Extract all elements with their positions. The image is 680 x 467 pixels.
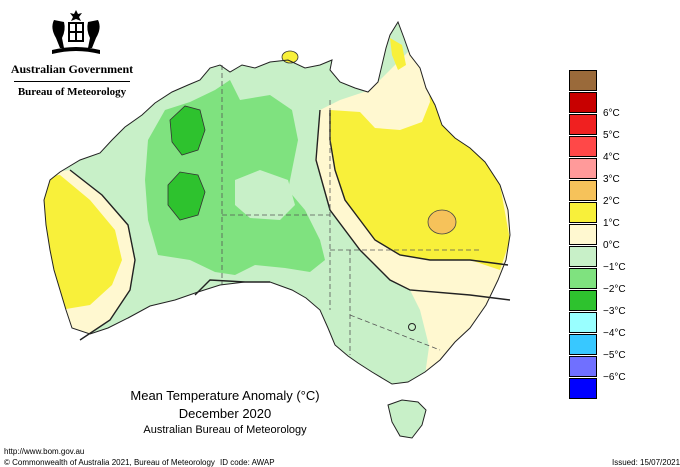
legend-label: 5°C — [603, 130, 620, 141]
legend-swatch — [569, 334, 597, 355]
legend-swatch — [569, 312, 597, 333]
tasmania — [387, 399, 427, 439]
footer-url[interactable]: http://www.bom.gov.au — [4, 447, 85, 456]
legend-swatch — [569, 158, 597, 179]
state-borders — [221, 65, 480, 355]
anomaly-zone-plus1-east — [330, 80, 510, 270]
footer-issued: Issued: 15/07/2021 — [612, 458, 680, 467]
legend-swatch — [569, 136, 597, 157]
legend-label: −3°C — [603, 306, 626, 317]
legend-label: −6°C — [603, 372, 626, 383]
legend-swatch — [569, 224, 597, 245]
legend-label: 6°C — [603, 108, 620, 119]
legend-swatch — [569, 114, 597, 135]
anomaly-zone-plus2 — [427, 209, 457, 235]
contour-zero-east — [315, 109, 511, 301]
legend-swatch — [569, 70, 597, 91]
government-logo: Australian Government Bureau of Meteorol… — [8, 8, 136, 98]
footer-id-code: ID code: AWAP — [220, 458, 275, 467]
australia-temperature-map — [43, 21, 511, 439]
legend-label: 0°C — [603, 240, 620, 251]
legend-swatch — [569, 92, 597, 113]
contour-ring-small — [408, 323, 416, 331]
anomaly-zone-plus1-cape — [390, 38, 406, 70]
map-title: Mean Temperature Anomaly (°C) — [130, 388, 320, 403]
legend-label: −4°C — [603, 328, 626, 339]
legend-swatch — [569, 202, 597, 223]
anomaly-zone-minus2-north — [169, 105, 206, 156]
legend-swatch — [569, 268, 597, 289]
legend-label: −2°C — [603, 284, 626, 295]
contour-plus1-east — [329, 110, 509, 266]
legend-label: −1°C — [603, 262, 626, 273]
legend-label: 2°C — [603, 196, 620, 207]
anomaly-zone-interior-light — [235, 170, 295, 220]
contour-zero-west — [69, 169, 136, 341]
legend-label: −5°C — [603, 350, 626, 361]
anomaly-zone-minus2-south — [167, 171, 206, 221]
map-source: Australian Bureau of Meteorology — [143, 424, 307, 436]
border-nsw-vic — [349, 314, 441, 351]
coat-of-arms-icon — [52, 10, 100, 54]
legend-swatch — [569, 246, 597, 267]
title-divider — [14, 81, 130, 82]
map-period: December 2020 — [178, 406, 272, 421]
legend-label: 4°C — [603, 152, 620, 163]
legend-label: 3°C — [603, 174, 620, 185]
legend-swatch — [569, 180, 597, 201]
bureau-title: Bureau of Meteorology — [17, 86, 127, 98]
color-legend: 6°C 5°C 4°C 3°C 2°C 1°C 0°C −1°C −2°C −3°C −4°C −5°… — [569, 70, 649, 399]
government-title: Australian Government — [10, 62, 134, 76]
legend-label: 1°C — [603, 218, 620, 229]
legend-swatch — [569, 356, 597, 377]
legend-swatch — [569, 290, 597, 311]
footer-copyright: © Commonwealth of Australia 2021, Bureau… — [4, 458, 215, 467]
legend-swatch — [569, 378, 597, 399]
